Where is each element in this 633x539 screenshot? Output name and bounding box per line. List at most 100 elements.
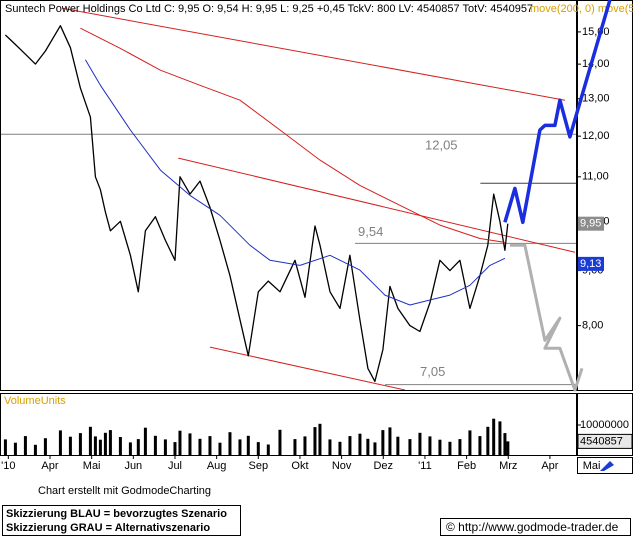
trendline: [209, 346, 406, 391]
credit: Chart erstellt mit GodmodeCharting: [38, 485, 211, 497]
volume-bar: [178, 430, 182, 455]
volume-bar: [358, 433, 362, 455]
x-tick-label: Aug: [207, 460, 227, 472]
volume-bar: [33, 444, 37, 455]
volume-bar: [143, 427, 147, 455]
y-tick-label: 13,00: [582, 93, 610, 105]
volume-bar: [428, 436, 432, 455]
x-tick-label: Jun: [124, 460, 142, 472]
price-panel: [0, 7, 577, 391]
volume-bar: [486, 426, 490, 455]
y-tick-label: 15,00: [582, 26, 610, 38]
volume-bar: [58, 430, 62, 455]
x-tick-label: Mrz: [499, 460, 517, 472]
volume-bar: [188, 433, 192, 455]
volume-bar: [498, 421, 502, 455]
volume-bar: [266, 444, 270, 455]
x-tick-label: Jul: [168, 460, 182, 472]
price-tag-label: 9,95: [580, 218, 601, 230]
price-tag: [578, 256, 604, 271]
volume-bar: [246, 435, 250, 455]
x-tick-label: Dez: [373, 460, 393, 472]
volume-bar: [388, 427, 392, 455]
volume-bar: [478, 436, 482, 455]
volume-bar: [293, 439, 297, 455]
x-tick-label: Nov: [332, 460, 352, 472]
volume-bar: [338, 441, 342, 455]
volume-frame: [0, 393, 577, 456]
volume-bar: [43, 438, 47, 455]
volume-bar: [303, 436, 307, 455]
x-tick-label: Sep: [249, 460, 269, 472]
legend-box: [2, 505, 241, 536]
volume-title: VolumeUnits: [4, 395, 66, 407]
url-box: [440, 518, 631, 536]
volume-bar: [468, 430, 472, 455]
x-tick-label: '10: [1, 460, 15, 472]
volume-bar: [348, 436, 352, 455]
legend-blue: Skizzierung BLAU = bevorzugtes Szenario: [6, 508, 227, 520]
volume-bar: [98, 439, 102, 455]
x-tick-label: Feb: [457, 460, 476, 472]
url: © http://www.godmode-trader.de: [446, 520, 619, 534]
volume-bar: [318, 423, 322, 455]
x-tick-label: '11: [418, 460, 432, 472]
x-tick-label: Apr: [541, 460, 558, 472]
volume-bar: [208, 436, 212, 455]
price-tag-label: 9,13: [580, 258, 601, 270]
price-tag: [578, 216, 604, 231]
draw-icon: [600, 461, 614, 471]
y-tick-label: 11,00: [582, 171, 609, 183]
volume-bar: [68, 436, 72, 455]
price-frame: [0, 0, 577, 391]
volume-bar: [503, 433, 507, 455]
volume-bar: [381, 430, 385, 455]
level-label: 12,05: [425, 138, 458, 153]
series-line: [509, 243, 584, 392]
volume-bar: [328, 439, 332, 455]
volume-bar: [128, 442, 132, 455]
volume-bar: [118, 437, 122, 455]
volume-bar: [458, 439, 462, 455]
trendline: [178, 157, 576, 253]
x-tick-label: Mai: [83, 460, 101, 472]
x-tick-label: Apr: [41, 460, 58, 472]
volume-bar: [78, 433, 82, 455]
volume-bar: [108, 430, 112, 455]
volume-bar: [173, 442, 177, 455]
volume-bar: [313, 427, 317, 455]
volume-last-label: 4540857: [580, 435, 623, 447]
x-tick-label: Okt: [291, 460, 308, 472]
volume-bar: [218, 442, 222, 455]
volume-bar: [13, 442, 17, 455]
volume-bar: [153, 435, 157, 455]
volume-bar: [408, 439, 412, 455]
volume-bar: [418, 432, 422, 455]
volume-last-tag: [577, 433, 633, 449]
indicator-label: move(200, 0) move(50: [530, 3, 633, 15]
volume-bar: [438, 439, 442, 455]
volume-bar: [163, 439, 167, 455]
chart-title: Suntech Power Holdings Co Ltd C: 9,95 O:…: [5, 3, 533, 15]
volume-bar: [198, 438, 202, 455]
volume-bar: [396, 436, 400, 455]
series-line: [503, 0, 612, 225]
volume-bar: [103, 432, 107, 455]
series-line: [80, 27, 505, 243]
volume-bar: [506, 441, 510, 455]
trendline: [61, 7, 566, 101]
legend-gray: Skizzierung GRAU = Alternativszenario: [6, 522, 210, 534]
volume-bar: [366, 438, 370, 455]
volume-bar: [492, 418, 496, 455]
series-line: [4, 25, 509, 383]
volume-bar: [228, 432, 232, 455]
y-tick-label: 12,00: [582, 130, 610, 142]
level-label: 7,05: [420, 364, 445, 379]
volume-bar: [93, 436, 97, 455]
volume-bar: [3, 439, 7, 455]
volume-bar: [256, 442, 260, 455]
volume-bar: [238, 439, 242, 455]
volume-bar: [23, 436, 27, 455]
